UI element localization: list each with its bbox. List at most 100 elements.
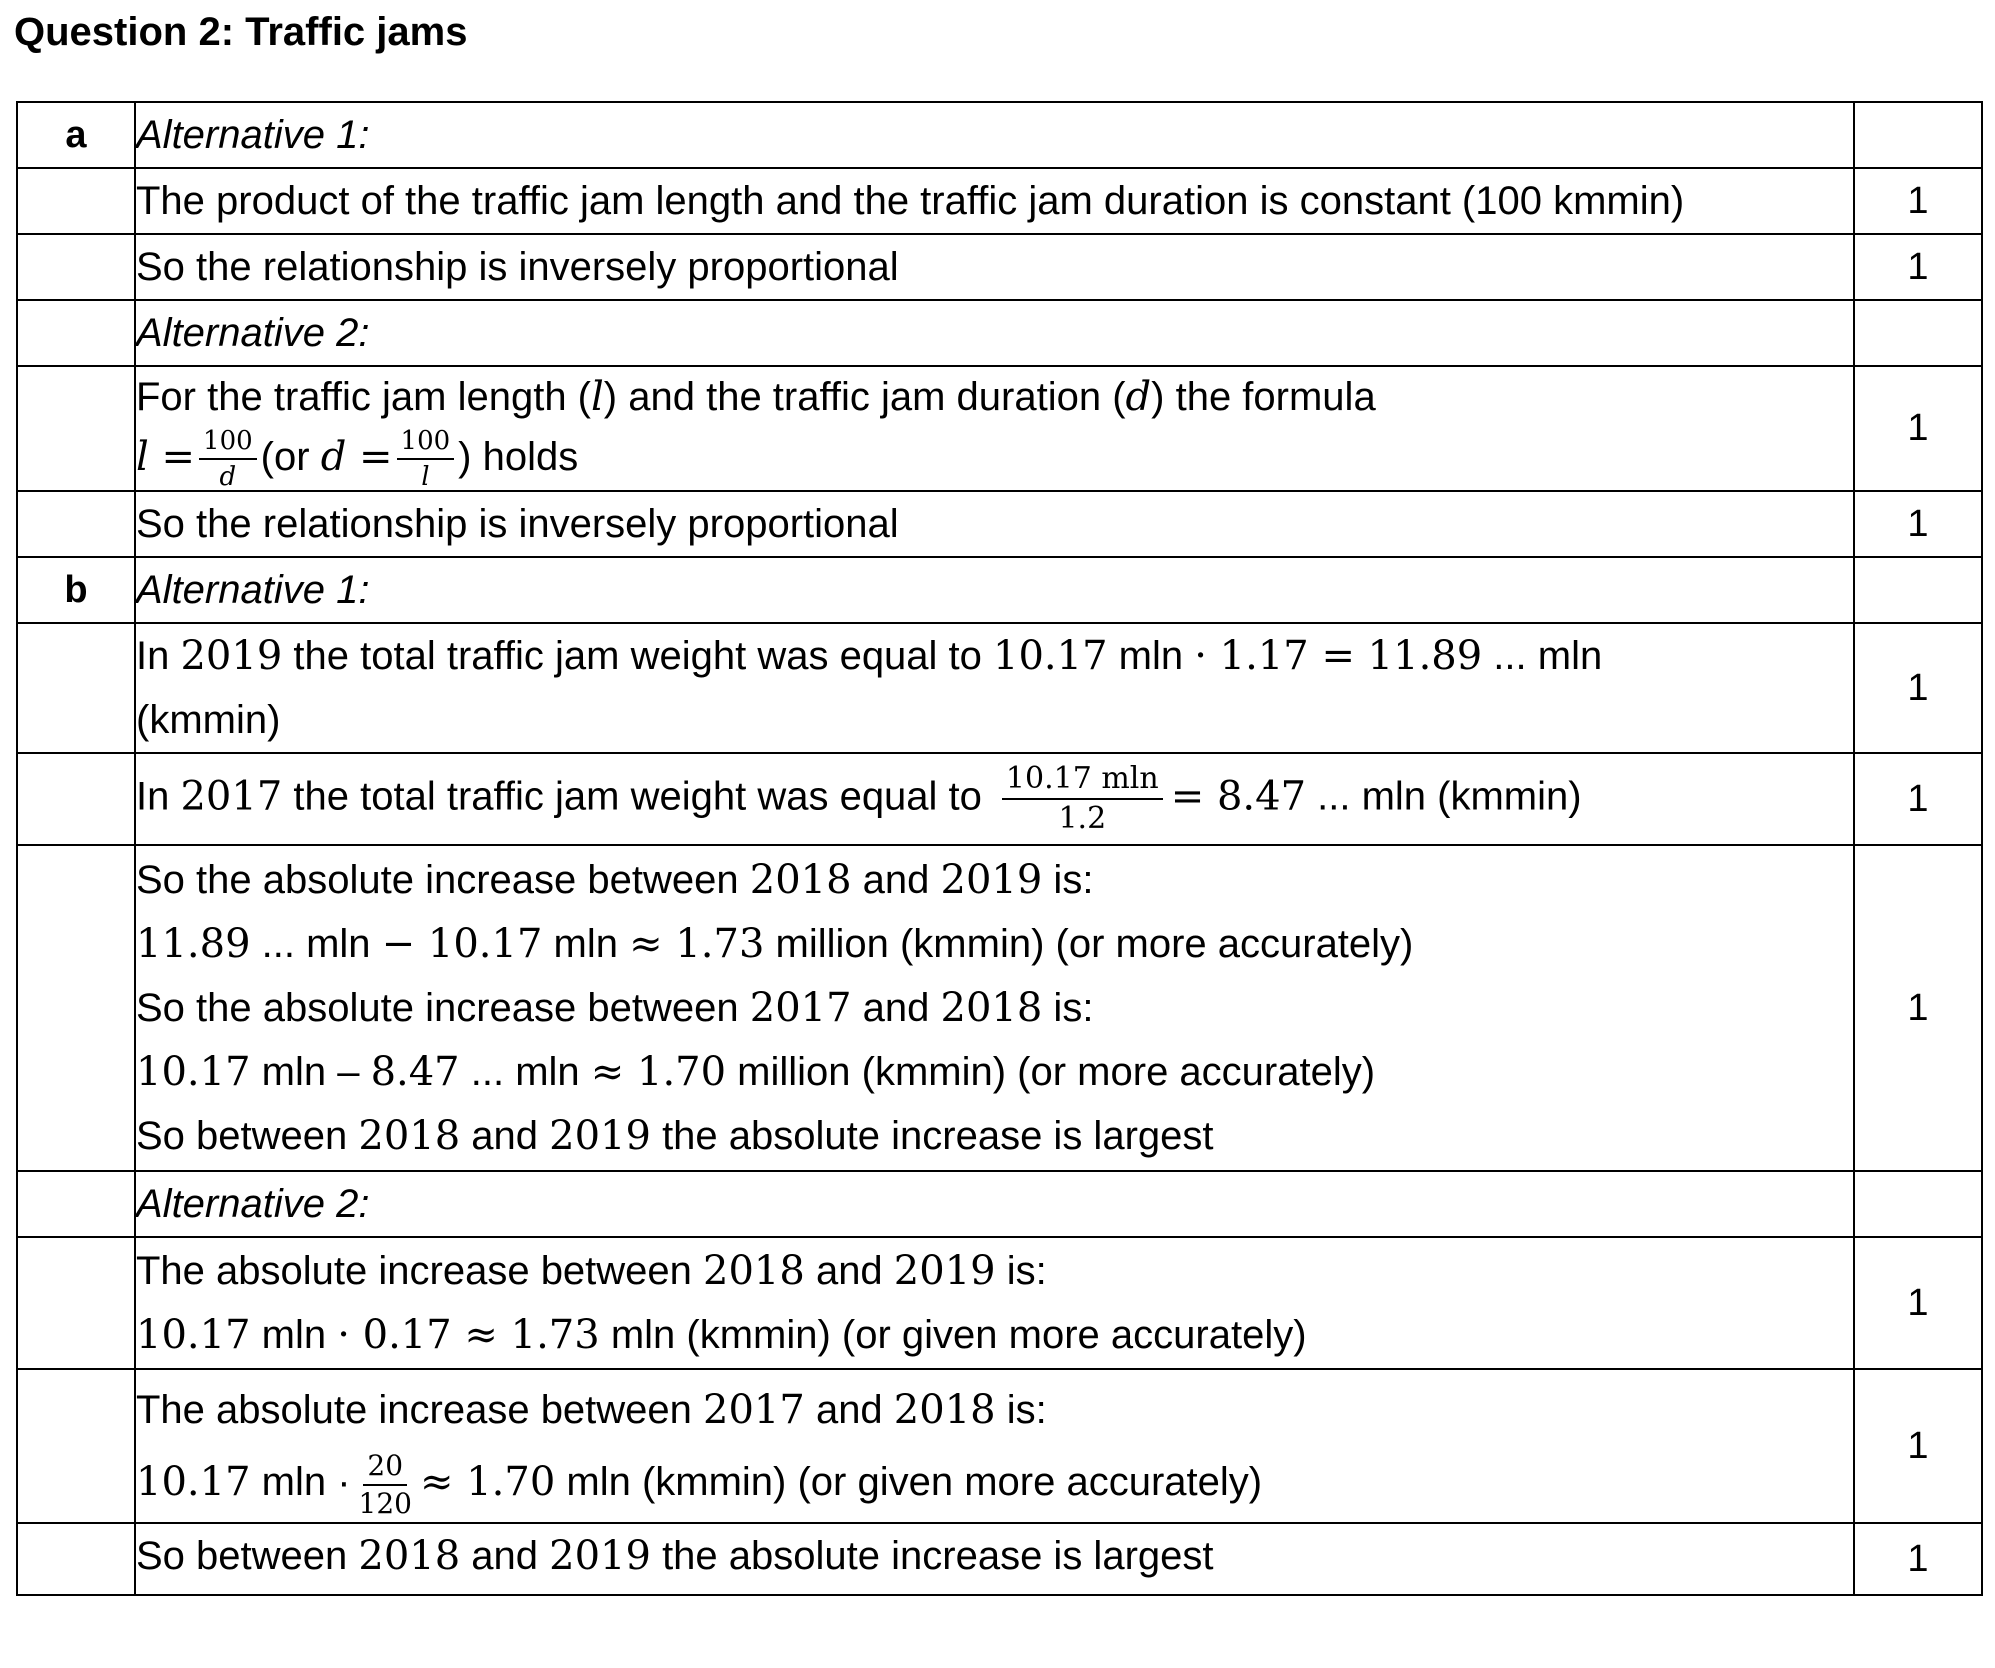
- part-cell-empty: [16, 233, 136, 301]
- text-run: and: [804, 1249, 894, 1294]
- text-run: So the absolute increase between: [136, 858, 750, 903]
- text-run: mln –: [250, 1050, 371, 1095]
- part-cell-empty: [16, 752, 136, 847]
- text-run: and: [851, 858, 941, 903]
- part-cell-empty: [16, 622, 136, 755]
- text-run: ... mln (kmmin): [1306, 775, 1582, 819]
- text-run: ) and the traffic jam duration (: [603, 375, 1126, 419]
- fraction-denominator: d: [219, 462, 237, 493]
- calc-heading-line: The absolute increase between 2017 and 2…: [136, 1374, 1853, 1446]
- alternative-label: Alternative 1:: [136, 568, 370, 613]
- table-row: So between 2018 and 2019 the absolute in…: [16, 1522, 1983, 1597]
- text-run: mln: [250, 1313, 338, 1358]
- points-cell: 1: [1853, 752, 1983, 847]
- math-expression: − 10.17: [381, 921, 543, 968]
- table-row: The absolute increase between 2018 and 2…: [16, 1236, 1983, 1371]
- text-run: For the traffic jam length (: [136, 375, 591, 419]
- table-row: a Alternative 1:: [16, 101, 1983, 169]
- text-run: mln (kmmin) (or given more accurately): [555, 1460, 1263, 1505]
- answer-step: The product of the traffic jam length an…: [134, 167, 1855, 235]
- year: 2019: [940, 857, 1043, 904]
- table-row: b Alternative 1:: [16, 556, 1983, 625]
- table-row: So the relationship is inversely proport…: [16, 233, 1983, 301]
- fraction-denominator: l: [421, 462, 430, 493]
- year: 2019: [893, 1248, 996, 1295]
- points-cell-empty: [1853, 1170, 1983, 1239]
- math-value: 10.17: [136, 1459, 251, 1506]
- math-expression: · 1.17 = 11.89: [1194, 633, 1483, 680]
- points-cell: 1: [1853, 1236, 1983, 1371]
- fraction-denominator: 1.2: [1058, 801, 1107, 837]
- text-run: and: [804, 1388, 894, 1433]
- part-cell-empty: [16, 167, 136, 235]
- table-row: Alternative 2:: [16, 1170, 1983, 1239]
- fraction: 100 l: [396, 428, 455, 493]
- fraction-numerator: 20: [363, 1451, 408, 1486]
- marking-scheme-table: a Alternative 1: The product of the traf…: [16, 101, 1983, 1597]
- text-run: In: [136, 634, 181, 679]
- text-run: is:: [995, 1388, 1047, 1433]
- math-expression: ≈ 1.70: [590, 1049, 727, 1096]
- math-expression: ≈ 1.70: [419, 1459, 556, 1506]
- year: 2017: [703, 1387, 805, 1434]
- math-value: 11.89: [136, 921, 251, 968]
- points-cell-empty: [1853, 299, 1983, 367]
- part-cell-empty: [16, 1522, 136, 1597]
- answer-step: For the traffic jam length (l) and the t…: [134, 364, 1855, 493]
- calc-heading-line: So the absolute increase between 2018 an…: [136, 848, 1853, 912]
- year: 2018: [703, 1248, 805, 1295]
- part-cell-empty: [16, 364, 136, 493]
- formula-line: l = 100 d (or d = 100 l) holds: [136, 427, 1853, 490]
- alternative-heading: Alternative 2:: [134, 1170, 1855, 1239]
- calc-heading-line: The absolute increase between 2018 and 2…: [136, 1239, 1853, 1303]
- fraction: 20 120: [359, 1451, 412, 1518]
- part-cell-empty: [16, 1368, 136, 1525]
- formula-intro-line: For the traffic jam length (l) and the t…: [136, 367, 1853, 427]
- calc-line: 10.17 mln · 0.17 ≈ 1.73 mln (kmmin) (or …: [136, 1303, 1853, 1367]
- text-run: The absolute increase between: [136, 1249, 704, 1294]
- table-row: So the relationship is inversely proport…: [16, 490, 1983, 559]
- points-cell: 1: [1853, 364, 1983, 493]
- table-row: In 2019 the total traffic jam weight was…: [16, 622, 1983, 755]
- answer-step: In 2017 the total traffic jam weight was…: [134, 752, 1855, 847]
- text-run: ... mln: [250, 922, 382, 967]
- math-expression: = 8.47: [1170, 774, 1307, 820]
- points-cell-empty: [1853, 101, 1983, 169]
- math-value: 10.17: [993, 633, 1108, 680]
- fraction: 10.17 mln 1.2: [1001, 764, 1163, 837]
- text-run: mln: [542, 922, 630, 967]
- math-variable: l: [591, 374, 604, 420]
- points-cell: 1: [1853, 167, 1983, 235]
- calc-line: In 2019 the total traffic jam weight was…: [136, 624, 1853, 688]
- alternative-heading: Alternative 2:: [134, 299, 1855, 367]
- page-title: Question 2: Traffic jams: [14, 10, 468, 54]
- fraction-numerator: 100: [199, 428, 257, 461]
- text-run: is:: [1042, 858, 1094, 903]
- text-run: So between: [136, 1534, 359, 1579]
- text-run: (or: [260, 435, 310, 479]
- text-run: ) the formula: [1151, 375, 1376, 419]
- text-run: ... mln: [1482, 634, 1603, 679]
- part-label-a: a: [16, 101, 136, 169]
- text-run: is:: [1042, 986, 1094, 1031]
- answer-step: So the relationship is inversely proport…: [134, 490, 1855, 559]
- table-row: So the absolute increase between 2018 an…: [16, 844, 1983, 1173]
- part-cell-empty: [16, 1170, 136, 1239]
- math-expression: ≈ 1.73: [629, 921, 765, 968]
- year: 2019: [549, 1533, 651, 1580]
- part-cell-empty: [16, 299, 136, 367]
- calc-heading-line: So the absolute increase between 2017 an…: [136, 976, 1853, 1040]
- year: 2019: [549, 1113, 651, 1160]
- alternative-heading: Alternative 1:: [134, 556, 1855, 625]
- year: 2017: [180, 774, 283, 820]
- answer-step: So between 2018 and 2019 the absolute in…: [134, 1522, 1855, 1597]
- text-run: The absolute increase between: [136, 1388, 704, 1433]
- points-cell: 1: [1853, 844, 1983, 1173]
- year: 2019: [180, 633, 283, 680]
- alternative-heading: Alternative 1:: [134, 101, 1855, 169]
- part-cell-empty: [16, 490, 136, 559]
- calc-line: 10.17 mln – 8.47 ... mln ≈ 1.70 million …: [136, 1040, 1853, 1104]
- text-run: In: [136, 775, 181, 819]
- math-variable: d: [1125, 374, 1152, 420]
- alternative-label: Alternative 1:: [136, 113, 370, 157]
